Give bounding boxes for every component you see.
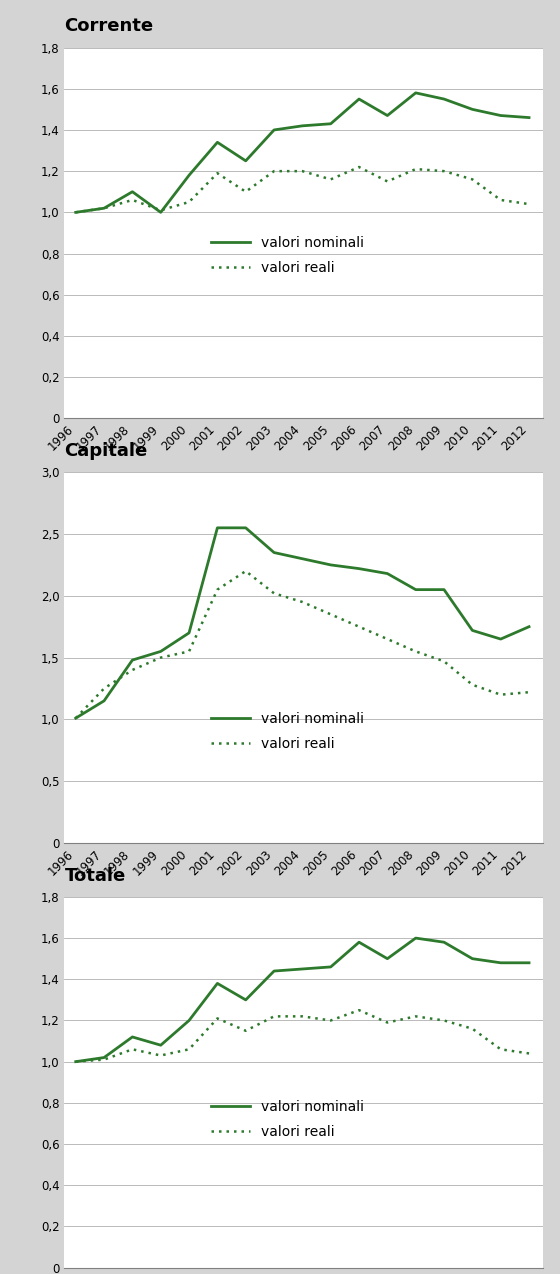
Text: Totale: Totale [64, 866, 125, 884]
Legend: valori nominali, valori reali: valori nominali, valori reali [206, 231, 370, 280]
Legend: valori nominali, valori reali: valori nominali, valori reali [206, 707, 370, 757]
Legend: valori nominali, valori reali: valori nominali, valori reali [206, 1094, 370, 1144]
Text: Corrente: Corrente [64, 18, 153, 36]
Text: Capitale: Capitale [64, 442, 148, 460]
